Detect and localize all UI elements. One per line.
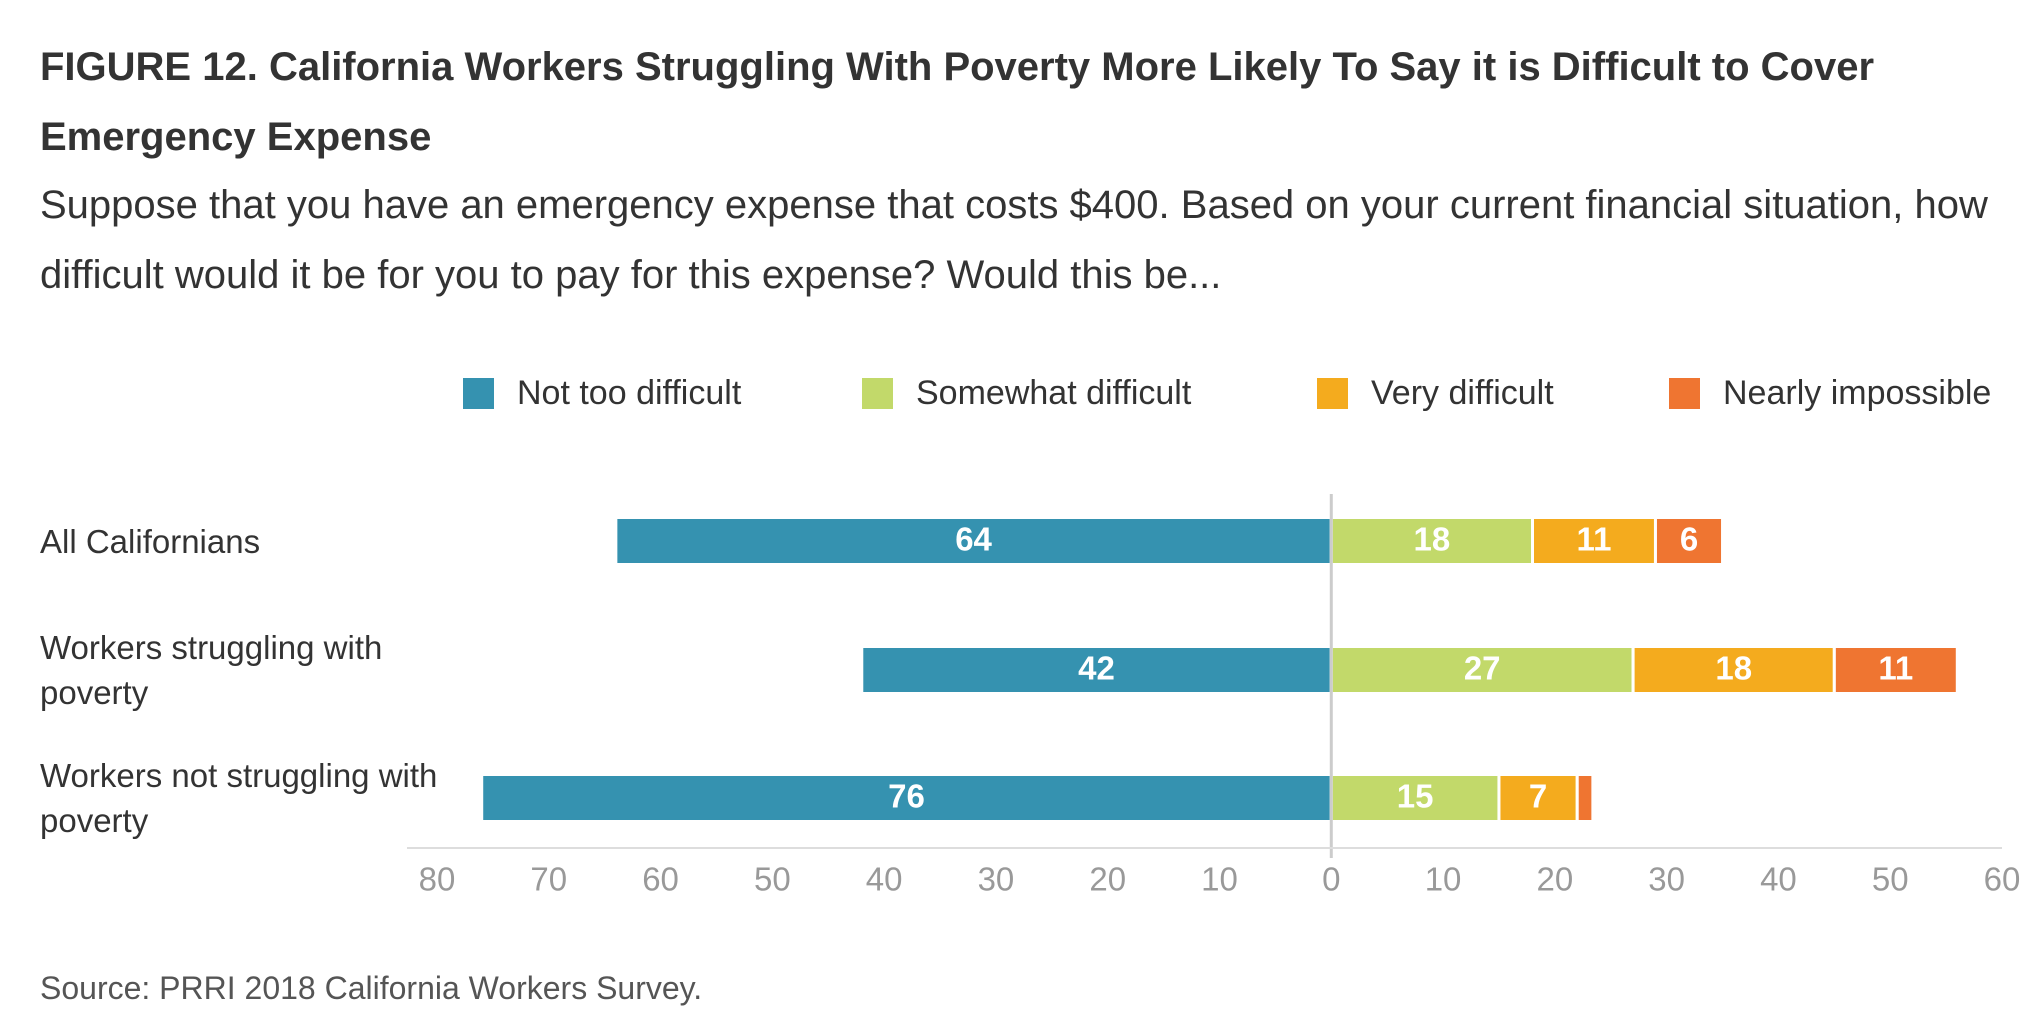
x-tick-label: 40 — [866, 861, 903, 898]
legend-swatch — [463, 378, 494, 409]
x-tick-label: 70 — [530, 861, 567, 898]
value-label: 18 — [1715, 650, 1752, 687]
x-tick-label: 10 — [1425, 861, 1462, 898]
x-tick-label: 80 — [419, 861, 456, 898]
x-tick-label: 0 — [1322, 861, 1340, 898]
legend-swatch — [1669, 378, 1700, 409]
category-label: All Californians — [40, 522, 261, 560]
value-label: 15 — [1397, 778, 1434, 815]
legend-label: Very difficult — [1371, 374, 1554, 412]
x-tick-label: 40 — [1760, 861, 1797, 898]
source-note: Source: PRRI 2018 California Workers Sur… — [40, 970, 703, 1006]
chart-title: FIGURE 12. California Workers Struggling… — [40, 45, 1875, 159]
x-tick-label: 30 — [978, 861, 1015, 898]
category-label: Workers struggling with poverty — [40, 629, 383, 711]
value-label: 11 — [1878, 650, 1913, 687]
chart-subtitle: Suppose that you have an emergency expen… — [40, 183, 1988, 297]
bar-segment — [1631, 645, 1836, 695]
value-label: 64 — [955, 521, 992, 558]
bar-segment — [860, 645, 1333, 695]
legend-label: Nearly impossible — [1723, 374, 1991, 412]
value-label: 27 — [1464, 650, 1501, 687]
value-label: 76 — [888, 778, 925, 815]
bar-segment — [614, 516, 1333, 566]
x-tick-label: 20 — [1536, 861, 1573, 898]
x-tick-label: 50 — [754, 861, 791, 898]
bar-segment — [1653, 516, 1725, 566]
bar-segment — [480, 773, 1333, 823]
bar-segment — [1832, 645, 1959, 695]
x-tick-label: 10 — [1201, 861, 1238, 898]
bar-segment — [1531, 516, 1657, 566]
bar-segment — [1575, 773, 1595, 823]
legend-swatch — [1317, 378, 1348, 409]
x-tick-label: 30 — [1648, 861, 1685, 898]
bar-segment — [1497, 773, 1579, 823]
bar-segment — [1329, 645, 1635, 695]
value-label: 11 — [1577, 521, 1612, 558]
x-tick-label: 50 — [1872, 861, 1909, 898]
legend-label: Not too difficult — [517, 374, 742, 412]
legend-swatch — [862, 378, 893, 409]
x-tick-label: 60 — [1984, 861, 2021, 898]
value-label: 18 — [1414, 521, 1451, 558]
legend-label: Somewhat difficult — [916, 374, 1192, 412]
value-label: 6 — [1680, 521, 1698, 558]
value-label: 42 — [1078, 650, 1115, 687]
x-tick-label: 20 — [1089, 861, 1126, 898]
x-tick-label: 60 — [642, 861, 679, 898]
value-label: 7 — [1529, 778, 1547, 815]
category-label: Workers not struggling with poverty — [40, 757, 438, 839]
